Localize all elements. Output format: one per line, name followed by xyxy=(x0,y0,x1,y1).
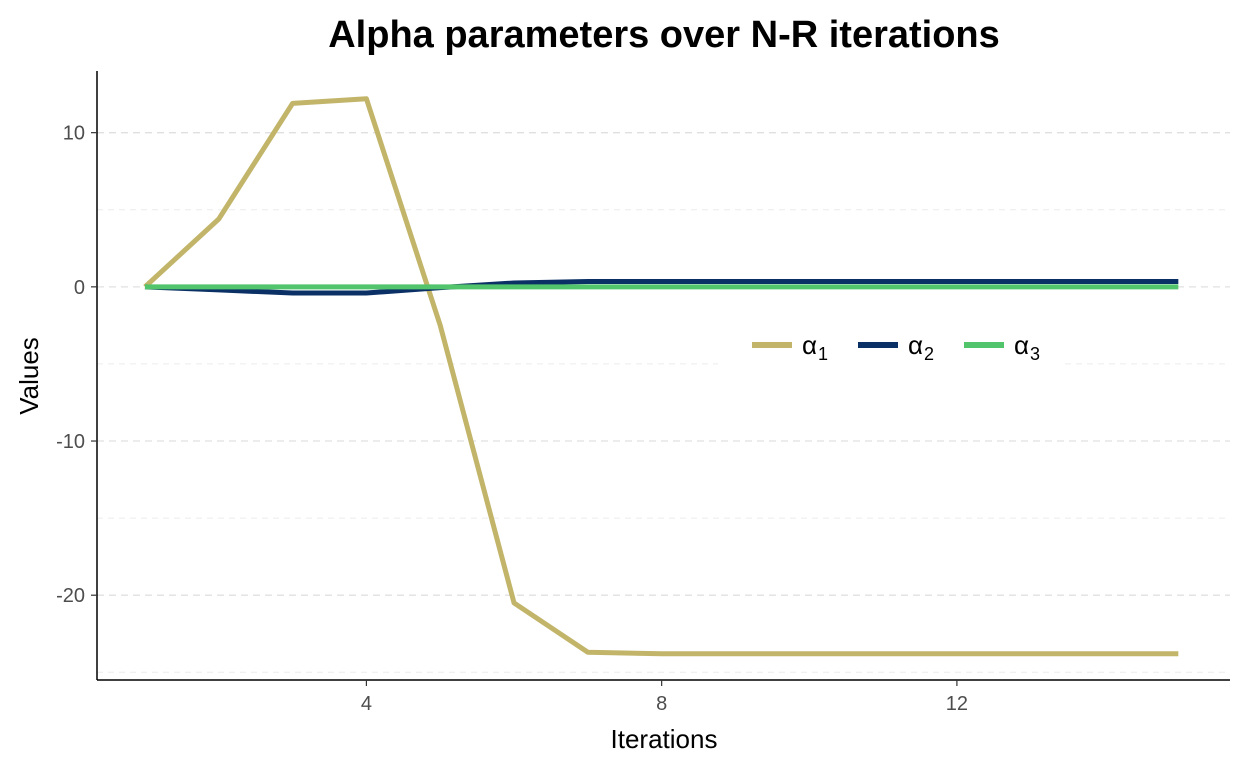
y-tick-label: 10 xyxy=(63,123,85,145)
tick-labels: -20 -10 0 10 4 8 12 xyxy=(56,123,968,715)
grid-lines xyxy=(97,132,1230,673)
x-tick-label: 4 xyxy=(361,693,372,715)
y-axis-title: Values xyxy=(14,337,44,415)
series-line-alpha-1 xyxy=(143,96,1179,657)
series-line-alpha-2 xyxy=(144,278,1179,296)
legend-label: α2 xyxy=(908,330,934,364)
x-tick-label: 8 xyxy=(656,693,667,715)
x-axis-title: Iterations xyxy=(611,724,718,754)
x-tick-label: 12 xyxy=(946,693,968,715)
legend-item-alpha-3: α3 xyxy=(964,330,1040,364)
legend-label: α1 xyxy=(802,330,828,364)
legend-item-alpha-2: α2 xyxy=(858,330,934,364)
legend: α1 α2 α3 xyxy=(718,322,1064,368)
y-tick-label: -20 xyxy=(56,585,85,607)
y-tick-label: -10 xyxy=(56,431,85,453)
legend-item-alpha-1: α1 xyxy=(752,330,828,364)
axes xyxy=(96,71,1230,681)
series-lines xyxy=(143,96,1179,657)
legend-label: α3 xyxy=(1014,330,1040,364)
chart-title: Alpha parameters over N-R iterations xyxy=(328,14,1000,56)
y-tick-label: 0 xyxy=(74,277,85,299)
